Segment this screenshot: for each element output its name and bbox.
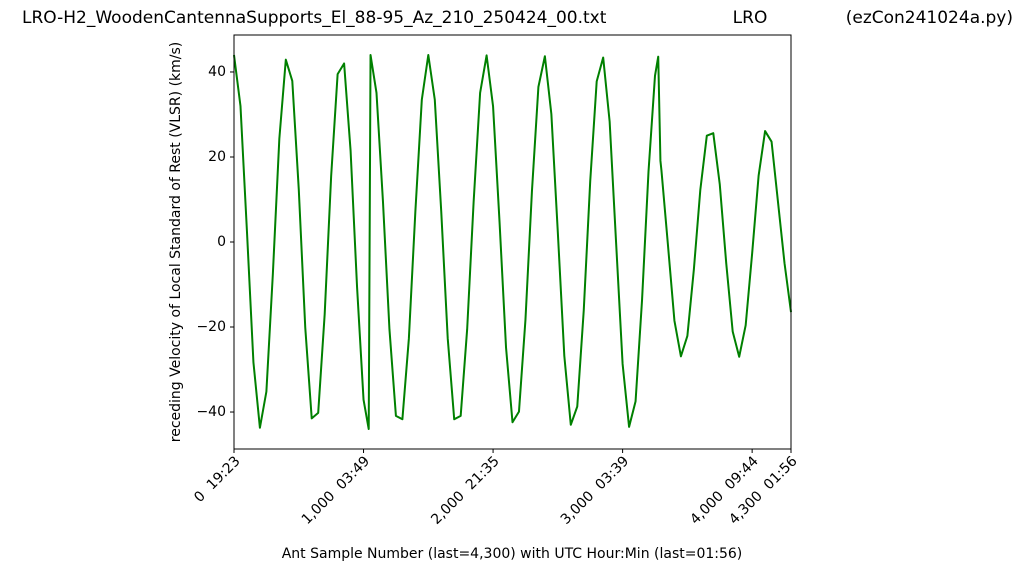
x-tick-label: 2,000 21:35 <box>428 453 502 527</box>
y-tick-label: 20 <box>208 149 226 165</box>
y-tick-label: −20 <box>196 319 226 335</box>
x-tick-label: 3,000 03:39 <box>558 453 632 527</box>
chart-title-right: (ezCon241024a.py) <box>846 8 1013 28</box>
plot-frame <box>233 34 792 450</box>
y-axis-label: receding Velocity of Local Standard of R… <box>168 42 184 442</box>
data-line <box>233 53 792 431</box>
x-tick-label: 1,000 03:49 <box>299 453 373 527</box>
chart-title: LRO-H2_WoodenCantennaSupports_El_88-95_A… <box>22 8 607 28</box>
y-tick-label: 0 <box>217 234 226 250</box>
chart-title-center: LRO <box>733 8 768 28</box>
x-axis-label: Ant Sample Number (last=4,300) with UTC … <box>282 546 743 562</box>
x-tick-label: 4,000 09:44 <box>687 453 762 528</box>
y-tick-label: −40 <box>196 404 226 420</box>
x-tick-label: 4,300 01:56 <box>726 453 801 528</box>
x-tick-label: 0 19:23 <box>191 453 243 505</box>
y-tick-label: 40 <box>208 64 226 80</box>
